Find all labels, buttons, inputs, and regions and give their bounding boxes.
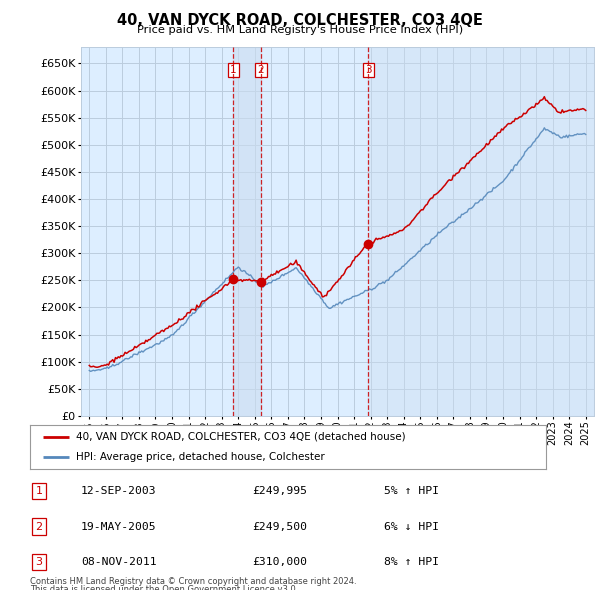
Text: 6% ↓ HPI: 6% ↓ HPI [384, 522, 439, 532]
Text: 5% ↑ HPI: 5% ↑ HPI [384, 486, 439, 496]
Text: 40, VAN DYCK ROAD, COLCHESTER, CO3 4QE: 40, VAN DYCK ROAD, COLCHESTER, CO3 4QE [117, 13, 483, 28]
Text: 3: 3 [365, 65, 371, 75]
Text: £249,995: £249,995 [252, 486, 307, 496]
Text: £310,000: £310,000 [252, 557, 307, 567]
Text: This data is licensed under the Open Government Licence v3.0.: This data is licensed under the Open Gov… [30, 585, 298, 590]
Text: 2: 2 [258, 65, 265, 75]
Text: HPI: Average price, detached house, Colchester: HPI: Average price, detached house, Colc… [76, 452, 325, 462]
Text: 8% ↑ HPI: 8% ↑ HPI [384, 557, 439, 567]
Text: Price paid vs. HM Land Registry's House Price Index (HPI): Price paid vs. HM Land Registry's House … [137, 25, 463, 35]
Text: 08-NOV-2011: 08-NOV-2011 [81, 557, 157, 567]
Text: 3: 3 [35, 557, 43, 567]
Text: 1: 1 [35, 486, 43, 496]
Text: 2: 2 [35, 522, 43, 532]
Bar [368, 47, 594, 416]
Text: 1: 1 [230, 65, 237, 75]
Text: Contains HM Land Registry data © Crown copyright and database right 2024.: Contains HM Land Registry data © Crown c… [30, 577, 356, 586]
Text: 12-SEP-2003: 12-SEP-2003 [81, 486, 157, 496]
Text: £249,500: £249,500 [252, 522, 307, 532]
Text: 40, VAN DYCK ROAD, COLCHESTER, CO3 4QE (detached house): 40, VAN DYCK ROAD, COLCHESTER, CO3 4QE (… [76, 432, 406, 442]
Text: 19-MAY-2005: 19-MAY-2005 [81, 522, 157, 532]
Bar [233, 47, 261, 416]
